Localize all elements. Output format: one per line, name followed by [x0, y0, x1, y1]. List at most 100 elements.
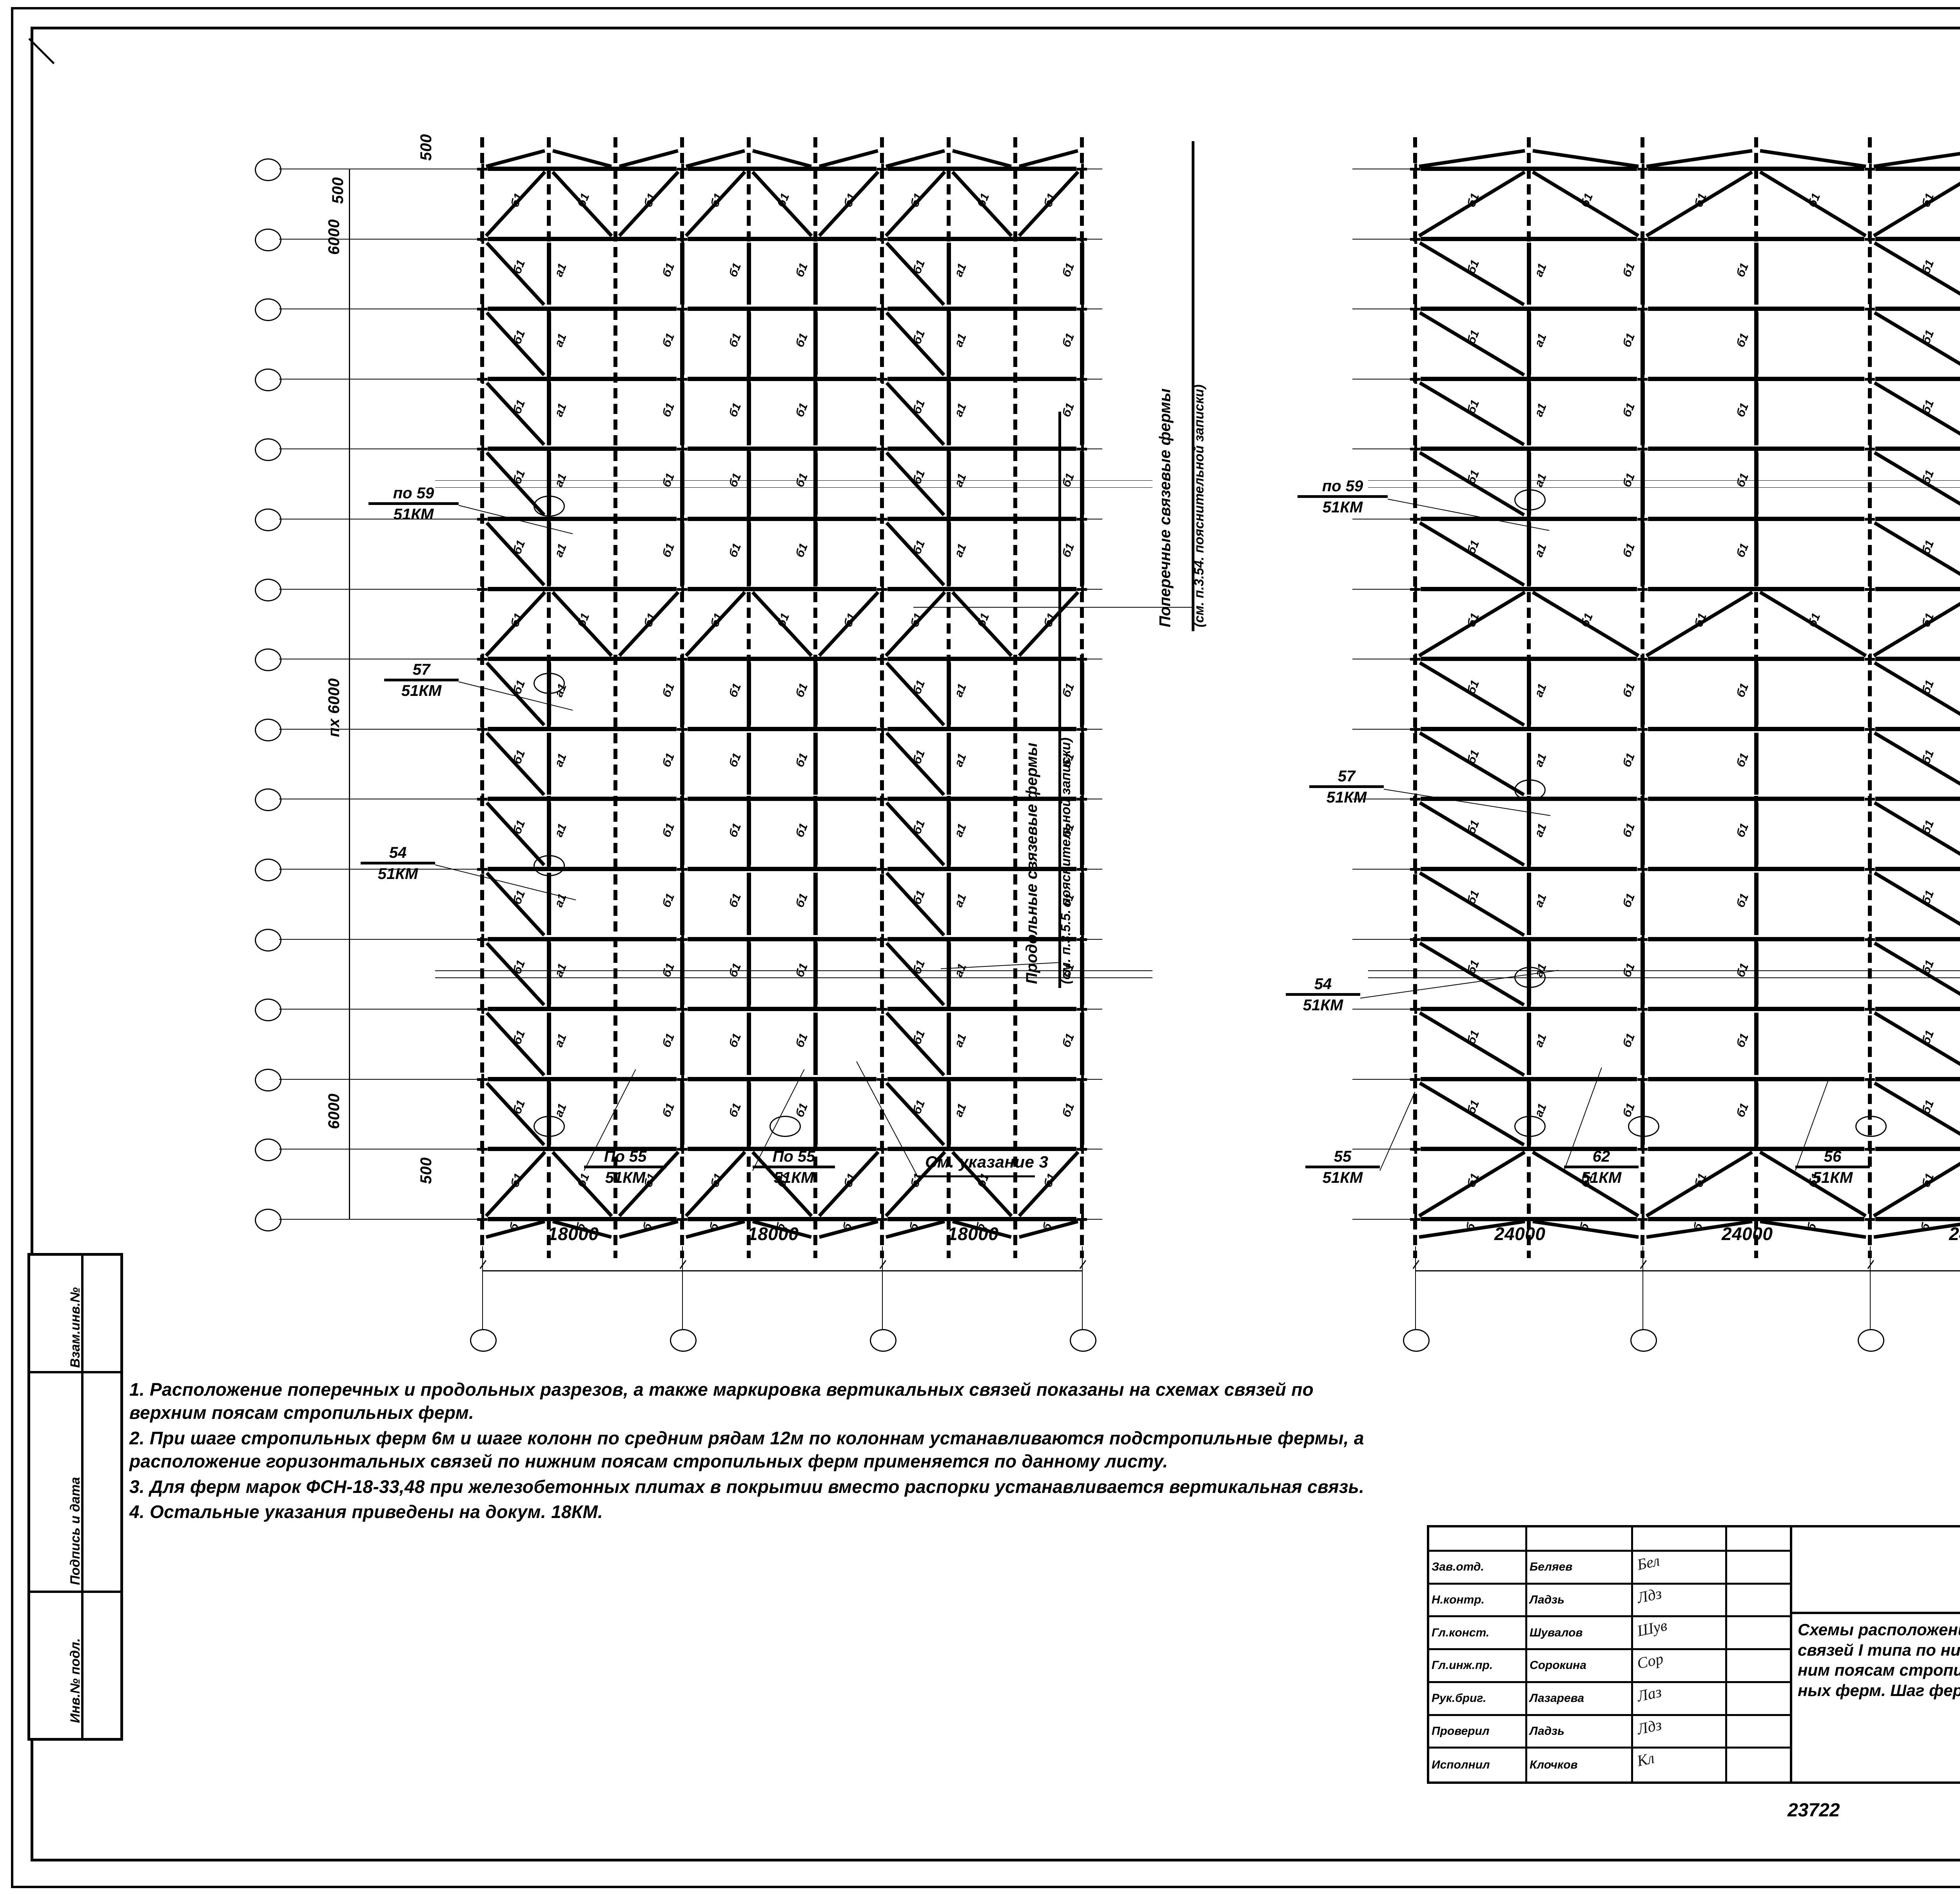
callout-num: 55 [1334, 1148, 1352, 1165]
tie-member [680, 803, 684, 865]
tie-member [813, 243, 818, 305]
detail-marker [534, 673, 565, 694]
axis-line-extension [1352, 239, 1423, 240]
tie-member [813, 383, 818, 445]
name-cell: Шувалов [1527, 1617, 1633, 1649]
axis-intersection-mark [677, 794, 687, 804]
axis-line-extension [1352, 1079, 1423, 1080]
frame-bottom [31, 1859, 1960, 1861]
truss-bottom-chord [1421, 727, 1637, 731]
axis-circle [255, 229, 281, 251]
right-plan-dim-label: 24000 [1722, 1224, 1773, 1244]
signature-cell: Шув [1633, 1616, 1727, 1649]
axis-circle [255, 788, 281, 811]
right-plan-axis-circle [1858, 1329, 1884, 1352]
person-name: Лазарева [1530, 1692, 1584, 1705]
signature-mark: Сор [1635, 1649, 1665, 1672]
truss-bottom-chord [887, 1007, 1076, 1011]
axis-intersection-mark [677, 1074, 687, 1084]
axis-intersection-mark [1865, 163, 1875, 174]
callout-num: По 55 [604, 1148, 647, 1165]
role-label: Исполнил [1432, 1758, 1490, 1772]
truss-bottom-chord [488, 1077, 677, 1081]
vertical-strut [947, 383, 951, 445]
person-name: Клочков [1530, 1758, 1578, 1772]
column-axis-dashdot [1413, 137, 1417, 1258]
axis-intersection-mark [1865, 374, 1875, 384]
column-axis-dashdot [880, 137, 884, 1258]
vertical-strut [1527, 733, 1531, 795]
callout-bar [584, 1166, 666, 1168]
tie-member [813, 943, 818, 1005]
vertical-strut [1527, 523, 1531, 585]
axis-intersection-mark [1865, 1004, 1875, 1014]
tie-member [1080, 873, 1084, 935]
callout-den: 51КМ [377, 865, 418, 883]
callout-left-2: 57 51КМ [384, 662, 459, 699]
title-line-4: ных ферм. Шаг ферм 6м [1798, 1681, 1960, 1700]
tie-member [1641, 733, 1645, 795]
tie-member [1641, 943, 1645, 1005]
axis-line-extension [1352, 1009, 1423, 1010]
callout-den: 51КМ [1322, 499, 1363, 516]
vertical-strut [947, 243, 951, 305]
axis-intersection-mark [1637, 1214, 1648, 1224]
truss-bottom-chord [1875, 1077, 1960, 1081]
detail-marker [1628, 1116, 1659, 1137]
callout-den: 51КМ [773, 1169, 814, 1186]
vertical-strut [547, 312, 551, 375]
role-label: Рук.бриг. [1432, 1692, 1486, 1705]
margin-label-3: Инв.№ подл. [68, 1638, 83, 1723]
detail-marker [534, 1116, 565, 1137]
axis-circle [255, 369, 281, 391]
truss-bottom-chord [1648, 1217, 1864, 1221]
truss-bottom-chord [688, 517, 877, 521]
tie-member [1080, 312, 1084, 375]
vertical-strut [547, 452, 551, 515]
tie-member [680, 1013, 684, 1075]
right-plan-axis-circle [1630, 1329, 1657, 1352]
name-cell: Беляев [1527, 1552, 1633, 1583]
axis-intersection-mark [1077, 794, 1087, 804]
truss-bottom-chord [887, 797, 1076, 801]
tie-member [1641, 452, 1645, 515]
left-plan-extension-line [682, 1246, 683, 1329]
margin-label-1: Взам.инв.№ [68, 1287, 83, 1368]
tie-member [747, 523, 751, 585]
axis-intersection-mark [677, 724, 687, 734]
callout-num: 57 [412, 661, 430, 678]
vertical-strut [547, 1083, 551, 1145]
section-cut-line [435, 487, 1152, 488]
callout-right-2: 57 51КМ [1309, 768, 1384, 806]
detail-marker [1514, 1116, 1546, 1137]
axis-intersection-mark [677, 1214, 687, 1224]
tie-member [1754, 383, 1759, 445]
left-plan-dim-line [482, 1270, 1082, 1271]
tie-member [1641, 243, 1645, 305]
tie-member [747, 1013, 751, 1075]
callout-num: 54 [389, 844, 407, 861]
axis-intersection-mark [1865, 1214, 1875, 1224]
person-name: Беляев [1530, 1560, 1573, 1574]
axis-intersection-mark [1865, 724, 1875, 734]
callout-bar [1309, 785, 1384, 788]
role-label: Зав.отд. [1432, 1560, 1484, 1574]
axis-intersection-mark [677, 1004, 687, 1014]
axis-intersection-mark [677, 234, 687, 244]
role-cell: Зав.отд. [1429, 1552, 1527, 1583]
role-cell: Исполнил [1429, 1749, 1527, 1781]
axis-intersection-mark [677, 1144, 687, 1154]
tie-member [1641, 663, 1645, 725]
axis-circle [255, 508, 281, 531]
longitudinal-ties-label-left: Продольные связевые фермы [1023, 743, 1040, 984]
axis-intersection-mark [1637, 303, 1648, 314]
truss-bottom-chord [1648, 167, 1864, 171]
tie-member [747, 1083, 751, 1145]
vertical-strut [1527, 383, 1531, 445]
signature-row: Гл.конст. Шувалов Шув [1429, 1616, 1790, 1651]
truss-bottom-chord [688, 797, 877, 801]
truss-bottom-chord [1648, 1007, 1864, 1011]
axis-intersection-mark [1077, 934, 1087, 944]
role-label: Н.контр. [1432, 1593, 1485, 1607]
truss-bottom-chord [887, 517, 1076, 521]
